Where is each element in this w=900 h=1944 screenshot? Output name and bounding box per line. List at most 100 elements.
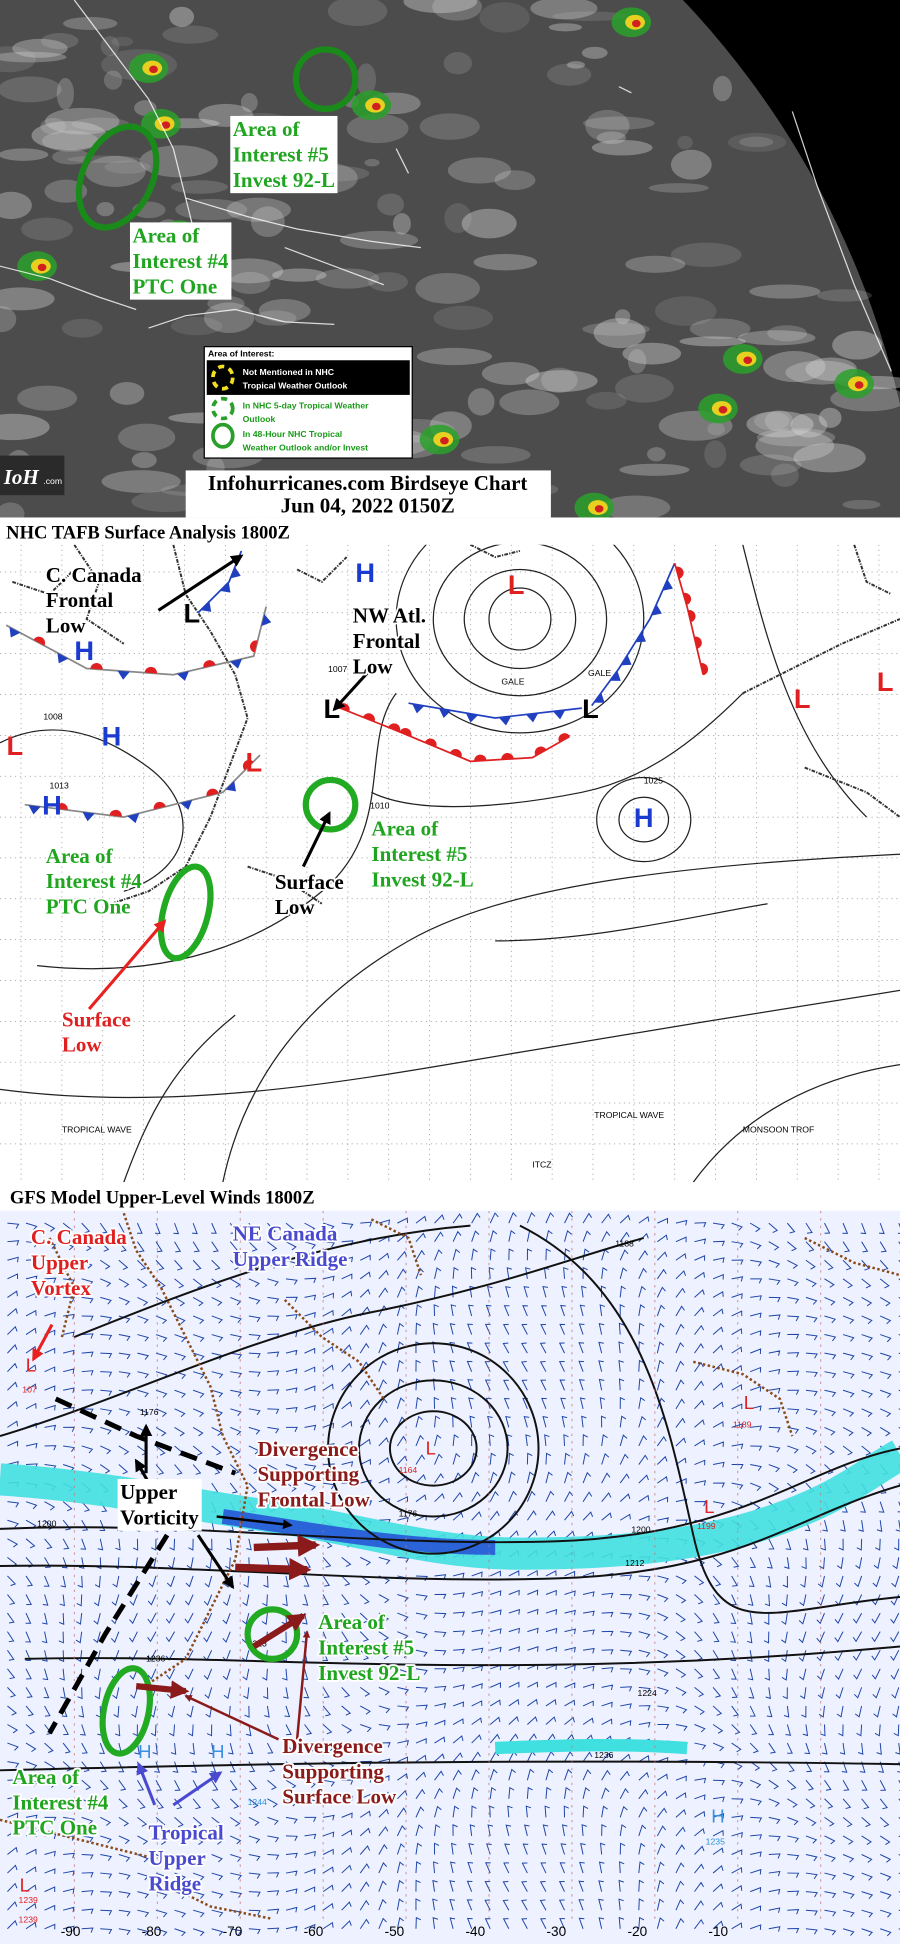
coastline	[692, 1360, 794, 1437]
pressure-center: H	[42, 790, 62, 821]
legend-icon	[211, 422, 235, 449]
area-circle	[302, 776, 359, 833]
cloud	[479, 2, 530, 33]
cloud	[56, 77, 75, 110]
label-line: Tropical	[149, 1821, 224, 1845]
cold-front-symbol	[180, 799, 193, 810]
cloud	[364, 158, 380, 167]
map-text: TROPICAL WAVE	[594, 1110, 664, 1120]
cloud	[226, 197, 291, 222]
cloud	[272, 268, 327, 282]
cold-front-symbol	[620, 654, 632, 666]
height-label: 1235	[706, 1837, 725, 1847]
legend-item: Tropical Weather Outlook	[243, 381, 348, 391]
warm-front-symbol	[362, 713, 375, 722]
label-line: Vorticity	[120, 1506, 199, 1530]
cloud	[739, 454, 802, 476]
coastline	[0, 265, 137, 311]
cloud	[339, 230, 419, 250]
cloud	[368, 272, 408, 292]
panel-title: NHC TAFB Surface Analysis 1800Z	[6, 523, 290, 544]
isobar	[123, 1014, 236, 1183]
label-line: Surface	[275, 870, 344, 894]
isobar	[37, 692, 397, 970]
cloud	[96, 201, 115, 217]
longitude-label: -40	[466, 1924, 486, 1939]
convection	[743, 356, 753, 364]
label-line: Interest #5	[371, 842, 467, 866]
cloud	[203, 302, 255, 334]
cloud	[0, 191, 32, 220]
cold-front-symbol	[465, 713, 479, 723]
map-text: 1010	[370, 800, 389, 810]
cloud	[727, 132, 787, 152]
cloud	[625, 255, 686, 273]
isobar	[432, 544, 608, 697]
cloud	[433, 305, 493, 330]
label-line: Low	[46, 614, 87, 638]
height-contour	[0, 1484, 900, 1581]
height-label: 1224	[638, 1688, 657, 1698]
upper-panel: GFS Model Upper-Level Winds 1800Z L L L L L H H…	[0, 1182, 900, 1944]
label-line: Surface Low	[282, 1785, 397, 1809]
label-background	[230, 115, 338, 194]
warm-front-symbol	[90, 663, 103, 670]
legend-icon	[211, 364, 235, 391]
warm-front-symbol	[687, 610, 696, 623]
height-center: L	[744, 1392, 754, 1413]
height-contour	[0, 1760, 900, 1772]
cold-front-symbol	[593, 692, 605, 703]
height-label: 1176	[140, 1407, 159, 1417]
coastline	[395, 148, 410, 174]
map-text: 1007	[328, 664, 347, 674]
height-contour	[388, 1410, 478, 1487]
cloud	[207, 295, 245, 312]
area-circle	[244, 1606, 301, 1662]
longitude-label: -70	[223, 1924, 243, 1939]
cloud	[530, 0, 598, 20]
label-line: Low	[275, 895, 316, 919]
cloud	[61, 318, 103, 338]
isobar	[395, 544, 645, 734]
cloud	[0, 46, 36, 73]
warm-front-symbol	[33, 636, 46, 646]
cold-front-symbol	[525, 713, 539, 723]
cloud	[84, 155, 146, 187]
cloud	[541, 367, 578, 393]
map-text: GALE	[588, 668, 611, 678]
coastline	[12, 568, 75, 596]
warm-front-symbol	[388, 723, 401, 732]
warm-front-symbol	[449, 748, 462, 758]
cloud	[755, 430, 835, 462]
pressure-center: H	[74, 635, 94, 666]
cloud	[494, 170, 536, 190]
cold-front-symbol	[439, 708, 452, 718]
label-line: Supporting	[282, 1759, 384, 1783]
cloud	[566, 61, 586, 69]
pressure-center: L	[877, 666, 894, 697]
isobar	[742, 544, 868, 818]
convection	[594, 505, 604, 513]
cloud	[101, 470, 181, 493]
legend-title: Area of Interest:	[208, 349, 274, 359]
height-label: 1199	[697, 1521, 716, 1531]
height-label: 1236	[146, 1653, 165, 1663]
cloud	[689, 318, 751, 340]
cloud	[707, 422, 725, 436]
coastline	[160, 1880, 273, 1921]
isobar	[0, 729, 184, 892]
label-line: Interest #5	[233, 143, 329, 167]
logo-suffix: .com	[43, 476, 62, 486]
legend-item: Weather Outlook and/or Invest	[243, 443, 368, 453]
cloud	[647, 447, 666, 462]
cold-front-symbol	[498, 716, 512, 726]
arrow	[301, 811, 331, 868]
arrow	[32, 1323, 54, 1362]
isobar	[371, 692, 744, 808]
cloud	[0, 51, 67, 63]
label-line: Area of	[12, 1765, 80, 1789]
